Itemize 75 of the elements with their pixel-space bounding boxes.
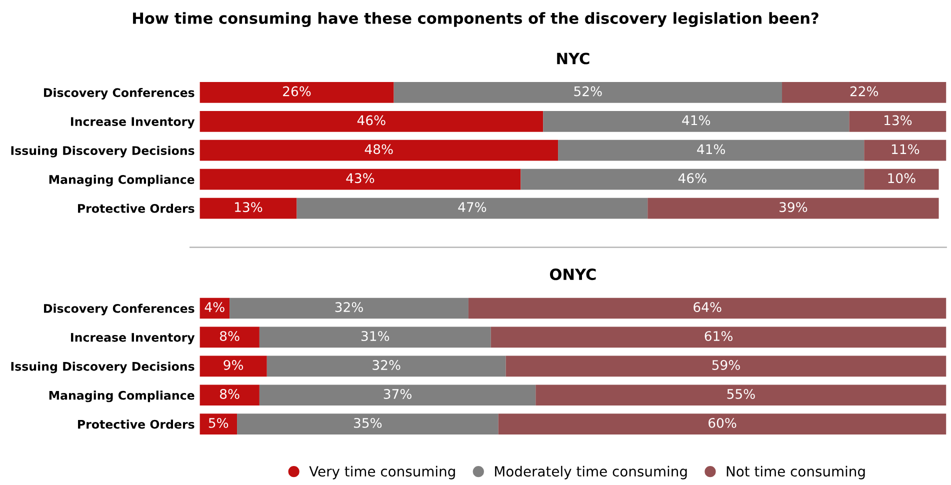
bar [200,356,267,377]
data-label: 32% [372,360,400,370]
bar [849,110,946,132]
bar [490,326,946,348]
data-label: 37% [384,388,412,399]
data-label: 5% [208,418,228,428]
bar [200,384,260,406]
y-tick-label: Issuing Discovery Decisions [11,362,194,374]
legend-label: Not time consuming [726,466,865,480]
data-label: 8% [220,331,240,342]
bar [543,110,850,132]
bar [782,82,946,103]
data-label: 10% [888,173,916,184]
bar [200,140,558,161]
bar [266,356,506,377]
data-label: 55% [727,388,755,399]
data-label: 52% [574,86,602,96]
data-label: 59% [712,360,740,370]
data-label: 48% [364,144,393,154]
data-label: 13% [235,202,262,212]
data-label: 41% [682,115,710,126]
data-label: 64% [694,302,722,312]
bar [520,168,864,190]
y-tick-label: Managing Compliance [49,174,194,186]
bar [536,384,946,406]
bar [498,414,946,435]
y-tick-label: Discovery Conferences [44,88,194,100]
y-tick-label: Discovery Conferences [44,304,194,316]
y-tick-label: Managing Compliance [49,390,194,402]
data-label: 31% [361,331,390,342]
y-tick-label: Protective Orders [78,420,194,429]
data-label: 46% [357,115,386,126]
bar [200,168,521,190]
bar [200,414,238,435]
data-label: 60% [708,418,736,428]
bar [200,198,297,219]
data-label: 8% [220,388,240,399]
data-label: 32% [335,302,363,312]
legend-label: Moderately time consuming [495,466,687,480]
bar [558,140,864,161]
bar [648,198,939,219]
legend-label: Very time consuming [309,466,455,480]
data-label: 61% [704,331,732,342]
data-label: 39% [780,202,808,212]
data-label: 35% [354,418,382,428]
y-tick-label: Protective Orders [78,204,194,213]
data-label: 47% [458,202,486,212]
y-tick-label: Increase Inventory [71,333,195,344]
data-label: 4% [204,302,224,312]
chart-title: How time consuming have these components of the discovery legislation been? [133,12,818,28]
data-label: 46% [678,173,706,184]
bar [200,326,260,348]
bar [468,298,946,319]
bar [237,414,498,435]
data-label: 13% [884,115,912,126]
chart-subtitle: NYC [557,52,590,64]
bar [230,298,468,319]
bar [200,110,544,132]
data-label: 43% [346,173,374,184]
data-label: 41% [697,144,726,154]
bar [296,198,648,219]
chart-subtitle: ONYC [550,268,596,280]
y-tick-label: Increase Inventory [71,117,195,128]
data-label: 11% [892,144,920,154]
bar [259,384,536,406]
bar [506,356,946,377]
bar [394,82,782,103]
bar [259,326,491,348]
data-label: 26% [283,86,311,96]
bar [864,140,946,161]
bar [864,168,939,190]
y-tick-label: Issuing Discovery Decisions [11,146,194,158]
data-label: 9% [224,360,244,370]
data-label: 22% [850,86,878,96]
bar [200,82,394,103]
